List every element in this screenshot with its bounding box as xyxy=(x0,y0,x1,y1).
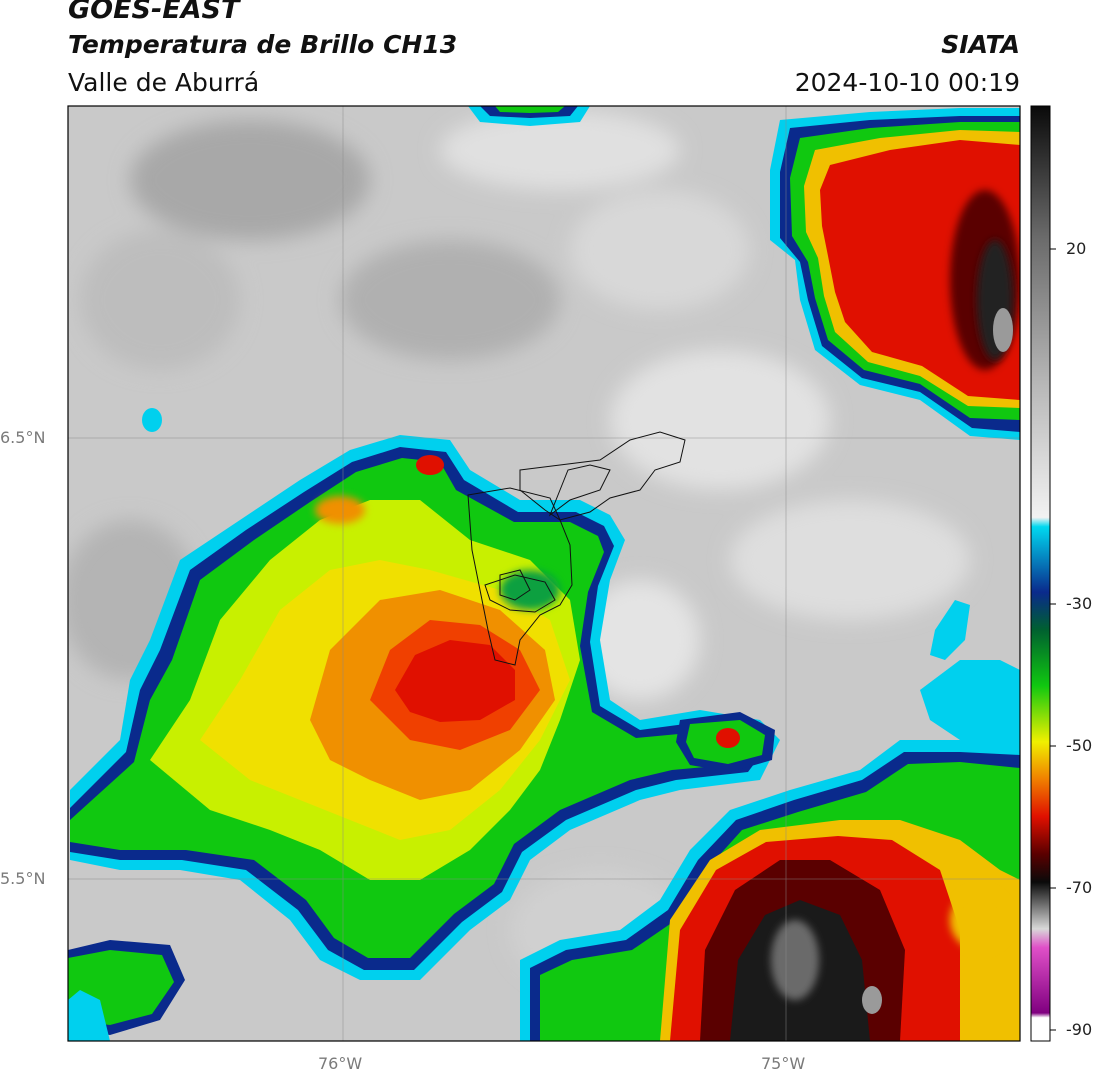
colorbar-tick-minus90: -90 xyxy=(1066,1020,1093,1039)
title-org: SIATA xyxy=(941,30,1020,59)
colorbar-tick-minus30: -30 xyxy=(1066,594,1093,613)
colorbar xyxy=(1030,105,1056,1042)
lat-label-5-5: 5.5°N xyxy=(0,869,46,888)
map-field xyxy=(68,106,1020,1041)
title-product: Temperatura de Brillo CH13 xyxy=(68,30,458,59)
map-frame xyxy=(67,105,1021,1042)
storm-east-small xyxy=(676,600,1020,772)
grid-lines xyxy=(68,106,1020,1041)
lon-label-76w: 76°W xyxy=(318,1054,363,1073)
storm-southwest-small xyxy=(68,940,185,1041)
storm-northeast xyxy=(770,108,1020,440)
colorbar-tick-minus70: -70 xyxy=(1066,878,1093,897)
lon-label-75w: 75°W xyxy=(761,1054,806,1073)
storm-central xyxy=(70,435,780,980)
lat-label-6-5: 6.5°N xyxy=(0,428,46,447)
title-satellite: GOES-EAST xyxy=(68,0,240,25)
colorbar-tick-20: 20 xyxy=(1066,239,1087,258)
municipal-boundaries xyxy=(467,431,686,666)
colorbar-tick-minus50: -50 xyxy=(1066,736,1093,755)
title-datetime: 2024-10-10 00:19 xyxy=(794,68,1020,97)
background-cloud-texture xyxy=(68,110,970,990)
title-region: Valle de Aburrá xyxy=(68,68,260,97)
storm-southeast xyxy=(520,740,1020,1041)
